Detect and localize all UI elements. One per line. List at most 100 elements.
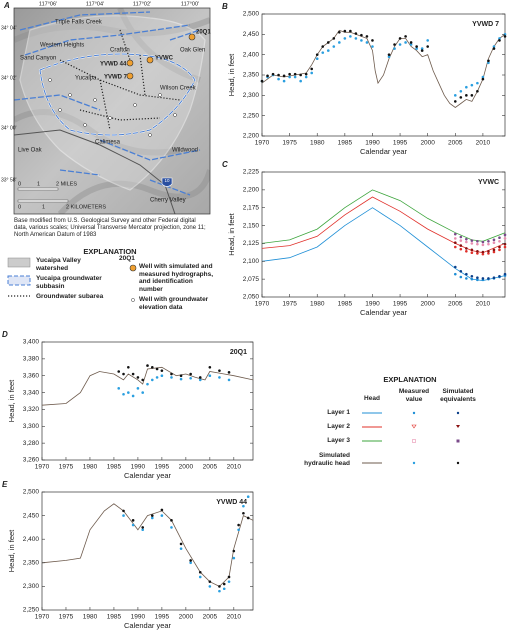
data-point [459,235,463,239]
y-tick-label: 2,350 [23,560,40,567]
data-point [470,248,474,252]
data-point [326,49,330,52]
data-point [470,239,474,242]
data-point [487,61,490,65]
legend-label: 20Q1 [119,255,135,262]
y-tick-label: 2,500 [243,11,260,18]
data-point [498,248,501,252]
data-point [141,391,145,394]
scale-label: 1 [42,204,45,210]
data-point [415,45,418,48]
data-point [492,45,496,48]
map-label: Yucaipa [75,76,97,82]
data-point [354,32,358,35]
x-axis-label: Calendar year [360,308,408,317]
data-point [170,519,173,522]
x-tick-label: 1990 [365,301,380,308]
series-line [41,503,254,587]
data-point [487,242,490,246]
data-point [198,378,202,382]
x-tick-label: 1985 [338,140,353,147]
swatch-well [129,264,137,272]
data-point [498,37,501,40]
data-point [470,94,474,97]
data-point [481,243,485,247]
x-tick-label: 1990 [365,140,380,147]
y-tick-label: 2,300 [23,583,40,590]
data-point [470,274,474,278]
data-point [371,45,374,48]
legend-label: Well with groundwater elevation data [139,296,209,311]
x-tick-label: 1970 [35,614,50,621]
lat-label: 34° 02' [1,75,17,81]
data-point [492,248,496,252]
legend-row: Layer 3 [327,437,350,444]
data-point [189,372,192,376]
y-tick-label: 2,225 [243,169,260,176]
data-point [398,37,402,40]
data-point [304,72,308,76]
map-label: Wilson Creek [160,86,197,92]
data-point [160,508,164,512]
map [14,8,210,214]
data-point [304,75,308,79]
data-point [476,252,479,255]
data-point [179,547,183,550]
panel-letter: B [222,2,228,11]
data-point [141,528,145,532]
hillshade [14,8,210,214]
data-point [232,549,236,553]
scale-label: 0 [18,181,21,187]
data-point [117,370,121,373]
data-point [365,41,369,44]
data-point [360,33,363,37]
data-point [459,247,463,251]
data-point [503,233,507,237]
data-point [398,43,402,46]
data-point [218,589,221,593]
series-line [261,189,506,244]
data-point [487,277,490,280]
well-label: YVWC [155,56,174,62]
lon-label: 117°06' [39,1,57,7]
map-label: Cherry Valley [150,198,186,204]
well-label: YVWD 7 [104,75,128,81]
y-tick-label: 2,300 [243,92,260,99]
y-axis-label: Head, in feet [7,379,16,422]
data-point [492,250,496,254]
y-tick-label: 2,400 [243,51,260,58]
x-tick-label: 2000 [420,301,435,308]
data-point [453,237,457,240]
data-point [498,245,501,249]
data-point [459,239,463,242]
terrain [14,8,210,214]
data-point [136,376,140,379]
data-point [277,73,280,77]
data-point [293,75,297,79]
watershed [19,15,206,191]
data-point [476,278,479,282]
data-point [465,85,468,89]
legend-point [412,439,416,443]
x-tick-label: 1995 [155,614,170,621]
data-point [459,244,463,247]
road [14,129,176,214]
data-point [150,514,154,517]
data-point [470,251,474,255]
data-point [160,369,164,372]
data-point [387,55,391,58]
panel-letter: C [222,160,228,169]
data-point [299,73,302,77]
data-point [310,67,314,71]
data-point [470,242,474,245]
data-point [393,47,396,50]
data-point [487,252,490,255]
data-point [343,37,347,40]
data-point [160,374,164,378]
legend-point [456,411,460,415]
x-tick-label: 1985 [107,614,122,621]
x-tick-label: 2010 [476,140,491,147]
data-point [470,83,474,87]
data-point [476,89,479,93]
